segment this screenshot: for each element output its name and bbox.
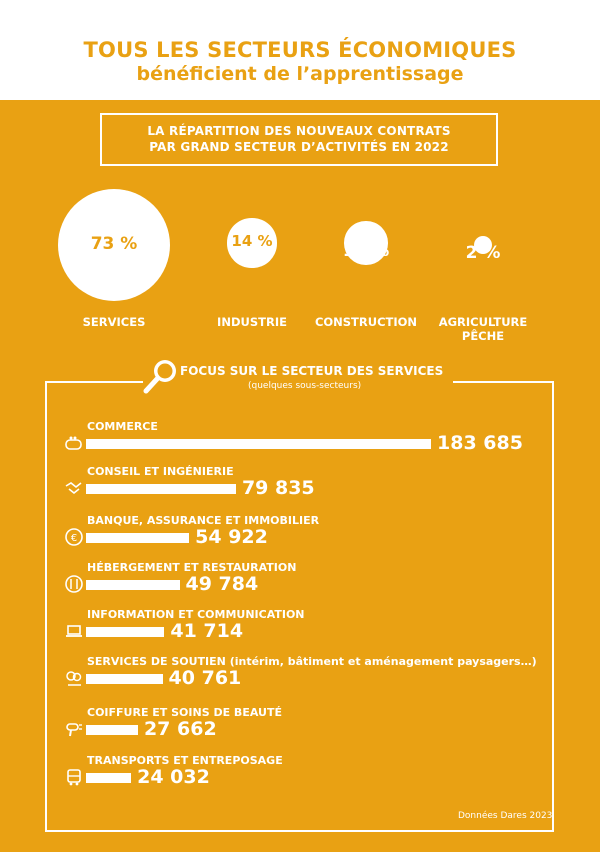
bar — [86, 484, 236, 494]
bar-category-label: COMMERCE — [87, 420, 158, 433]
sector-name-label: AGRICULTURE PÊCHE — [438, 315, 528, 343]
bar-value-label: 49 784 — [185, 573, 259, 595]
header-band — [0, 0, 600, 100]
wallet-icon — [65, 436, 82, 450]
bar-value-label: 54 922 — [195, 526, 268, 548]
bar — [86, 580, 180, 590]
sector-name-label: SERVICES — [82, 315, 146, 329]
sector-percent-label: 14 % — [231, 232, 273, 250]
sector-percent-label: 73 % — [90, 234, 138, 254]
sector-bubble — [227, 218, 277, 268]
euro-icon: € — [65, 528, 83, 546]
sector-percent-label: 11 % — [342, 241, 390, 261]
bar-value-label: 27 662 — [143, 718, 217, 740]
bar — [86, 627, 165, 637]
bar — [86, 439, 431, 449]
source-note: Données Dares 2023 — [458, 811, 553, 821]
utensils-icon — [65, 575, 83, 593]
bar-category-label: SERVICES DE SOUTIEN (intérim, bâtiment e… — [87, 655, 537, 668]
page-subtitle: bénéficient de l’apprentissage — [136, 63, 464, 85]
bar — [86, 725, 138, 735]
sector-bubble — [344, 221, 388, 265]
tree-icon — [66, 671, 82, 686]
sector-bubble — [58, 189, 170, 301]
bar-category-label: COIFFURE ET SOINS DE BEAUTÉ — [87, 706, 282, 719]
chart-title-line1: LA RÉPARTITION DES NOUVEAUX CONTRATS — [147, 124, 451, 138]
bar-category-label: HÉBERGEMENT ET RESTAURATION — [87, 561, 297, 574]
focus-title-background — [143, 360, 453, 405]
sector-name-label: INDUSTRIE — [217, 315, 287, 329]
bus-icon — [67, 769, 81, 786]
focus-title: FOCUS SUR LE SECTEUR DES SERVICES — [180, 364, 444, 378]
page-title: TOUS LES SECTEURS ÉCONOMIQUES — [83, 38, 517, 62]
bar-value-label: 183 685 — [437, 432, 523, 454]
bar — [86, 773, 132, 783]
bar-category-label: CONSEIL ET INGÉNIERIE — [87, 465, 234, 478]
bar-category-label: BANQUE, ASSURANCE ET IMMOBILIER — [87, 514, 320, 527]
bar-value-label: 40 761 — [168, 667, 242, 689]
sector-percent-label: 2 % — [465, 243, 501, 263]
handshake-icon — [65, 482, 82, 495]
sector-bubble — [473, 235, 493, 255]
chart-title-box: LA RÉPARTITION DES NOUVEAUX CONTRATS PAR… — [100, 113, 498, 166]
bar — [86, 533, 190, 543]
bar-value-label: 24 032 — [137, 766, 210, 788]
bar-category-label: TRANSPORTS ET ENTREPOSAGE — [87, 754, 283, 767]
sector-bubble-chart: 73 % SERVICES 14 % INDUSTRIE 11 % CONSTRUCTIO… — [0, 0, 600, 360]
chart-title-line2: PAR GRAND SECTEUR D’ACTIVITÉS EN 2022 — [149, 140, 449, 154]
laptop-icon — [66, 625, 82, 637]
bar-value-label: 41 714 — [170, 620, 244, 642]
bar — [86, 674, 163, 684]
sector-name-label: CONSTRUCTION — [314, 315, 418, 329]
svg-text:€: € — [71, 533, 77, 544]
magnifier-icon — [143, 360, 176, 394]
hairdryer-icon — [66, 723, 82, 737]
focus-subtitle: (quelques sous-secteurs) — [248, 381, 362, 391]
bar-value-label: 79 835 — [241, 477, 315, 499]
bar-category-label: INFORMATION ET COMMUNICATION — [87, 608, 305, 621]
